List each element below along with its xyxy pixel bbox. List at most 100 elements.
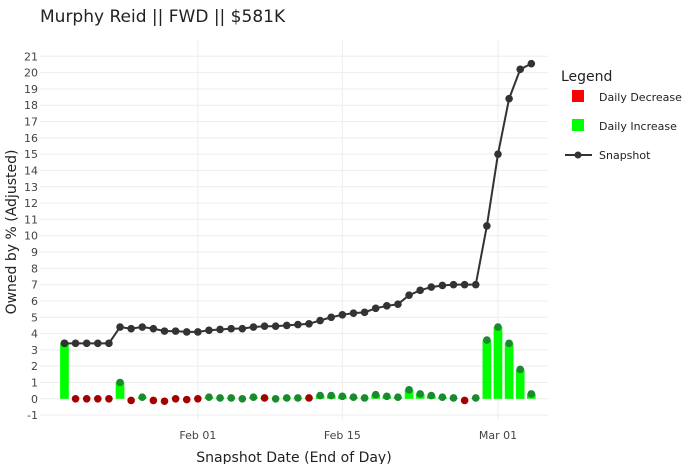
y-tick-label: 7 — [31, 279, 38, 292]
daily-increase-marker — [116, 378, 124, 387]
legend-title: Legend — [561, 69, 612, 85]
y-tick-label: 12 — [24, 197, 38, 210]
y-tick-label: -1 — [27, 409, 38, 422]
y-tick-label: 6 — [31, 295, 38, 308]
daily-increase-marker — [394, 393, 402, 401]
snapshot-point — [438, 281, 447, 290]
y-tick-label: 16 — [24, 132, 38, 145]
daily-increase-marker — [360, 394, 369, 402]
daily-increase-marker — [249, 393, 258, 401]
snapshot-point — [260, 322, 269, 331]
daily-increase-marker — [416, 390, 424, 398]
snapshot-point — [249, 323, 258, 331]
daily-increase-marker — [216, 394, 224, 402]
snapshot-point — [449, 280, 458, 289]
y-tick-label: 13 — [24, 181, 38, 194]
daily-decrease-marker — [194, 394, 202, 403]
snapshot-point — [471, 280, 480, 289]
daily-increase-marker — [527, 390, 536, 398]
snapshot-point — [383, 302, 391, 310]
snapshot-point — [505, 94, 513, 103]
daily-decrease-marker — [82, 394, 91, 403]
daily-increase-bar — [515, 369, 525, 399]
daily-change-markers — [60, 323, 536, 406]
x-axis-label: Snapshot Date (End of Day) — [196, 450, 391, 464]
legend-label-snapshot: Snapshot — [599, 149, 651, 162]
legend-label-decrease: Daily Decrease — [599, 91, 682, 104]
daily-decrease-marker — [160, 397, 169, 406]
snapshot-point — [71, 339, 80, 348]
y-tick-label: 17 — [24, 116, 38, 129]
y-tick-label: 5 — [31, 311, 38, 324]
snapshot-point — [349, 309, 358, 317]
daily-increase-bar — [115, 382, 125, 399]
snapshot-point — [316, 316, 324, 325]
y-tick-label: 10 — [24, 230, 38, 243]
daily-increase-marker — [138, 393, 147, 401]
y-tick-label: 2 — [31, 360, 38, 373]
snapshot-point — [205, 326, 213, 335]
daily-increase-marker — [483, 336, 491, 344]
daily-increase-marker — [349, 393, 358, 401]
daily-increase-bar — [482, 340, 492, 399]
legend-label-increase: Daily Increase — [599, 120, 677, 133]
snapshot-point — [294, 320, 302, 329]
x-tick-label: Feb 01 — [179, 429, 216, 442]
snapshot-point — [116, 323, 124, 331]
daily-increase-marker — [338, 392, 347, 401]
daily-increase-bar — [504, 343, 514, 399]
y-tick-label: 9 — [31, 246, 38, 259]
snapshot-point — [282, 321, 291, 330]
daily-increase-bar — [493, 327, 503, 399]
grid — [40, 40, 548, 420]
snapshot-point — [371, 304, 380, 313]
snapshot-point — [60, 339, 69, 348]
snapshot-point — [405, 291, 413, 300]
snapshot-point — [327, 313, 336, 322]
legend: Legend Daily Decrease Daily Increase Sna… — [561, 69, 682, 162]
y-tick-label: 11 — [24, 213, 38, 226]
y-tick-label: 8 — [31, 262, 38, 275]
snapshot-point — [105, 339, 113, 348]
daily-increase-marker — [494, 323, 502, 331]
daily-increase-bar — [404, 389, 414, 399]
daily-decrease-marker — [182, 395, 191, 404]
daily-change-bars — [60, 327, 536, 399]
daily-decrease-marker — [71, 394, 80, 403]
y-tick-label: 18 — [24, 99, 38, 112]
snapshot-point — [160, 327, 169, 335]
y-tick-label: 4 — [31, 328, 38, 341]
daily-increase-marker — [471, 394, 480, 402]
y-tick-label: 3 — [31, 344, 38, 357]
snapshot-point — [227, 324, 235, 333]
snapshot-point — [527, 59, 536, 68]
snapshot-point — [516, 65, 525, 74]
snapshot-point — [416, 286, 424, 295]
daily-increase-marker — [205, 393, 213, 401]
snapshot-point — [271, 322, 280, 331]
snapshot-point — [149, 324, 158, 333]
daily-increase-bar — [60, 343, 69, 399]
daily-increase-marker — [427, 391, 436, 400]
daily-decrease-marker — [149, 396, 158, 405]
snapshot-point — [483, 222, 491, 230]
y-tick-label: 19 — [24, 83, 38, 96]
y-tick-label: 0 — [31, 393, 38, 406]
snapshot-point — [394, 300, 402, 309]
snapshot-point — [238, 324, 247, 333]
x-tick-label: Mar 01 — [479, 429, 517, 442]
snapshot-point — [82, 339, 91, 348]
legend-swatch-snapshot-dot — [574, 151, 582, 159]
daily-increase-marker — [449, 394, 458, 402]
snapshot-point — [494, 150, 502, 158]
snapshot-point — [460, 280, 469, 289]
y-tick-label: 20 — [24, 67, 38, 80]
snapshot-point — [338, 311, 347, 319]
snapshot-point — [171, 327, 180, 335]
daily-increase-marker — [405, 386, 413, 394]
daily-decrease-marker — [260, 394, 269, 402]
daily-increase-marker — [383, 392, 391, 401]
snapshot-point — [305, 319, 313, 328]
snapshot-point — [127, 324, 135, 333]
